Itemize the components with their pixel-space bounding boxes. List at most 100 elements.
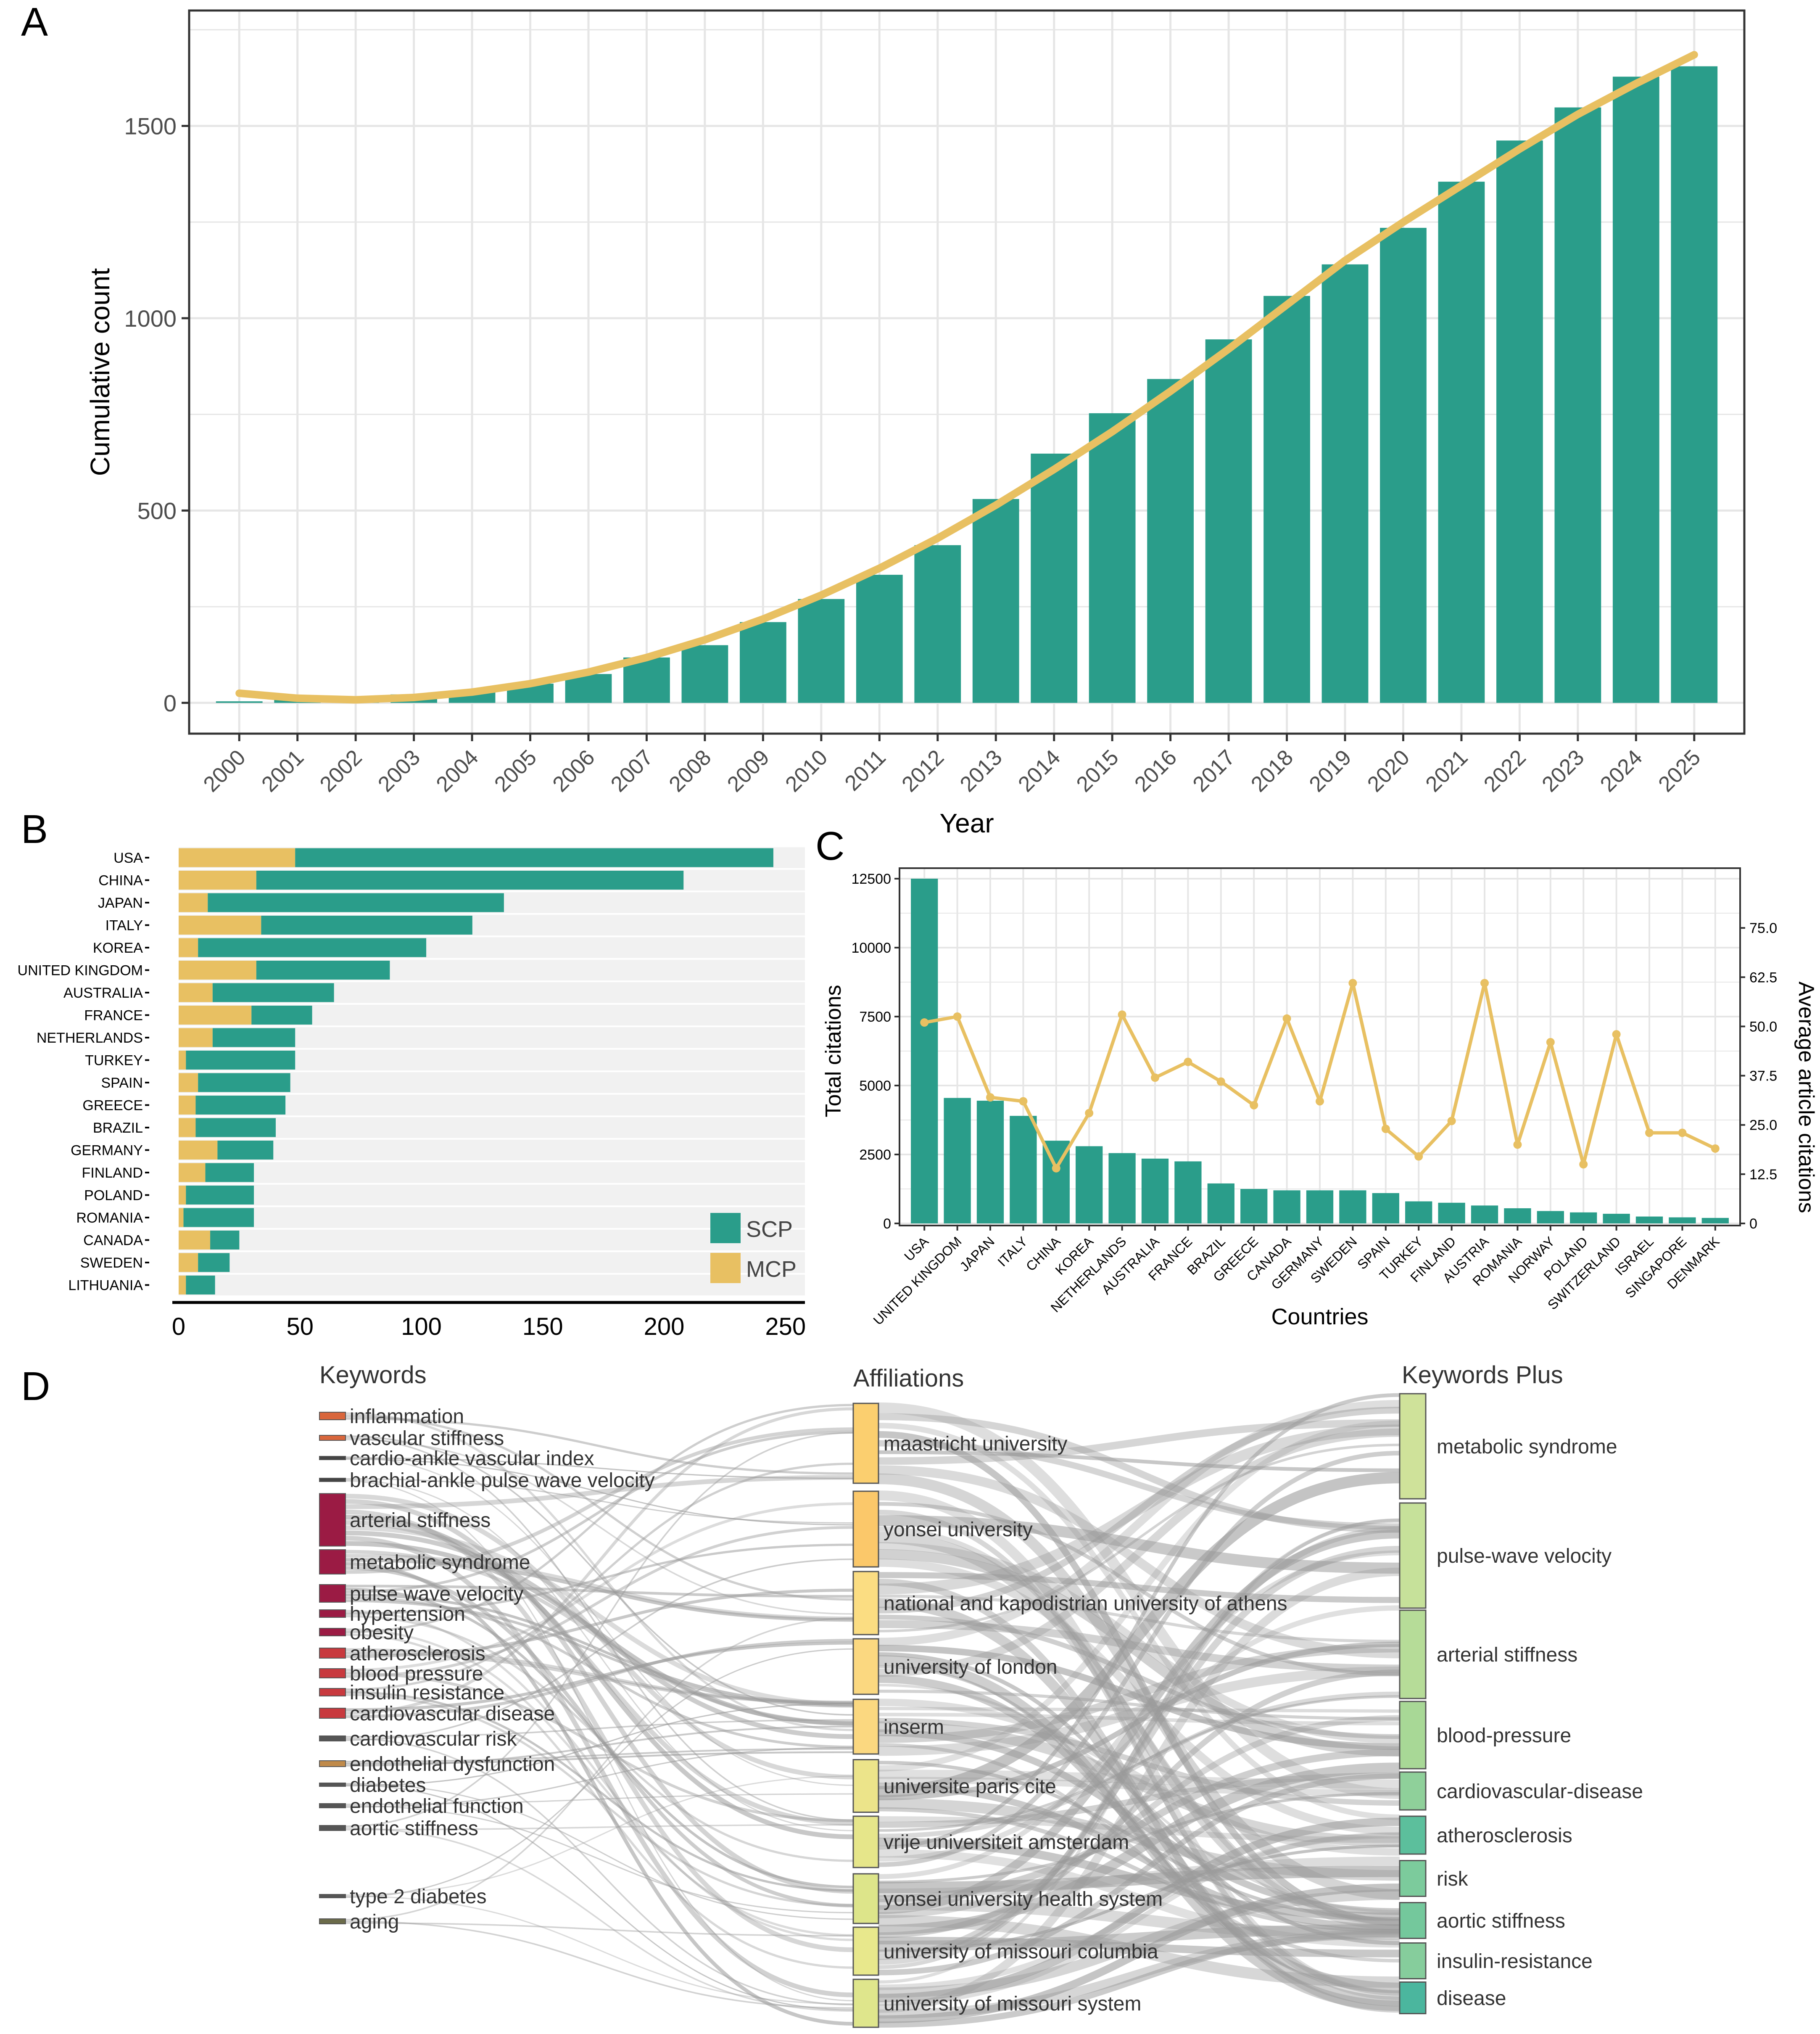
panel-b-bar-mcp-spain <box>179 1073 198 1092</box>
panel-d-label-keyword: cardio-ankle vascular index <box>350 1448 594 1470</box>
panel-b-bar-scp-france <box>251 1006 312 1025</box>
panel-c-y-tick-label: 2500 <box>859 1147 891 1163</box>
panel-d-node-keyword-plus-cardiovascular-disease <box>1399 1771 1427 1811</box>
panel-c-y2-axis-title: Average article citations <box>1794 981 1818 1213</box>
panel-d-node-keyword-pulse-wave-velocity <box>319 1584 346 1603</box>
panel-c-y-axis-title: Total citations <box>821 985 846 1117</box>
panel-b-x-tick-label: 0 <box>172 1313 185 1340</box>
panel-d-label-keyword: type 2 diabetes <box>350 1886 487 1908</box>
panel-d-flow-middle-to-right <box>878 1424 1400 1595</box>
panel-d-flow-middle-to-right <box>878 1729 1400 1915</box>
panel-b-bar-scp-greece <box>195 1096 286 1115</box>
panel-d-label-affiliation: universite paris cite <box>884 1775 1056 1798</box>
panel-b-bar-mcp-japan <box>179 893 208 912</box>
panel-b-bar-scp-romania <box>183 1208 254 1227</box>
panel-c-point-israel <box>1645 1128 1654 1137</box>
panel-b-country-label: FINLAND <box>82 1165 143 1181</box>
panel-d-label-keyword-plus: aortic stiffness <box>1437 1910 1565 1932</box>
panel-a-bar-2025 <box>1671 66 1718 703</box>
panel-d-flow-left-to-middle <box>345 1499 854 1894</box>
panel-c-bar-israel <box>1635 1216 1663 1223</box>
panel-c-point-italy <box>1019 1097 1028 1106</box>
panel-d-label-keyword: endothelial dysfunction <box>350 1753 555 1775</box>
panel-d-flow-left-to-middle <box>345 1562 854 2026</box>
panel-c-point-canada <box>1282 1014 1291 1023</box>
panel-d-label-keyword: inflammation <box>350 1405 464 1428</box>
panel-b-bar-mcp-sweden <box>179 1253 198 1272</box>
panel-d-node-keyword-type-2-diabetes <box>319 1894 346 1898</box>
panel-d-flow-middle-to-right <box>878 1526 1400 1965</box>
panel-d-flow-middle-to-right <box>878 1519 1400 1969</box>
panel-d-flow-left-to-middle <box>345 1480 854 2002</box>
panel-d-node-affiliation-national-and-kapodistrian-university-of-athens <box>852 1571 879 1635</box>
panel-d-flow-middle-to-right <box>878 1931 1400 2028</box>
panel-d-flow-left-to-middle <box>345 1407 854 1715</box>
panel-b-bar-scp-lithuania <box>186 1276 215 1294</box>
panel-b-x-tick-label: 50 <box>287 1313 314 1340</box>
panel-d-flow-middle-to-right <box>878 1792 1400 1883</box>
panel-b-legend-swatch-scp <box>710 1213 741 1243</box>
panel-a-y-tick-label: 1000 <box>124 305 177 332</box>
panel-a-y-tick-label: 500 <box>137 497 177 524</box>
panel-d-flow-middle-to-right <box>878 1440 1400 1530</box>
panel-c-point-singapore <box>1678 1128 1687 1137</box>
panel-a-bar-2014 <box>1031 453 1078 703</box>
panel-b-bar-mcp-france <box>179 1006 252 1025</box>
panel-b-x-tick-label: 250 <box>765 1313 806 1340</box>
panel-c-bar-greece <box>1240 1189 1268 1223</box>
panel-d-node-keyword-plus-aortic-stiffness <box>1399 1902 1427 1939</box>
panel-c-point-brazil <box>1216 1077 1225 1086</box>
panel-c-point-finland <box>1447 1117 1456 1125</box>
panel-d-flow-left-to-middle <box>345 1541 854 1726</box>
panel-a-bar-2012 <box>914 545 961 703</box>
panel-d-flow-middle-to-right <box>878 1690 1400 1720</box>
panel-b-bar-scp-sweden <box>198 1253 230 1272</box>
panel-d-label-affiliation: maastricht university <box>884 1433 1067 1455</box>
panel-b-row-band <box>179 1117 805 1138</box>
panel-c-point-australia <box>1151 1073 1159 1082</box>
panel-d-flow-middle-to-right <box>878 1883 1400 2023</box>
panel-c-point-norway <box>1546 1038 1555 1046</box>
panel-d-flow-middle-to-right <box>878 1669 1400 1938</box>
panel-c-y2-tick-label: 25.0 <box>1749 1117 1777 1133</box>
panel-b-bar-mcp-poland <box>179 1186 186 1205</box>
panel-d-flow-left-to-middle <box>345 1458 854 1526</box>
panel-a-bar-2018 <box>1263 296 1310 703</box>
panel-d-node-affiliation-universite-paris-cite <box>852 1759 879 1813</box>
panel-d-flow-middle-to-right <box>878 1450 1400 1867</box>
panel-d-flow-middle-to-right <box>878 1807 1400 1934</box>
panel-label-d: D <box>21 1364 50 1409</box>
panel-c-x-axis-title: Countries <box>1271 1304 1368 1329</box>
panel-c-y-tick-label: 10000 <box>851 940 891 956</box>
panel-d-flow-middle-to-right <box>878 1762 1400 1935</box>
panel-c-bar-korea <box>1076 1146 1103 1223</box>
panel-b-bar-mcp-canada <box>179 1231 211 1249</box>
panel-d-flow-middle-to-right <box>878 1844 1400 1953</box>
panel-a-plot-background <box>189 11 1744 734</box>
panel-d-node-keyword-atherosclerosis <box>319 1648 346 1659</box>
panel-b-bar-scp-germany <box>217 1141 274 1160</box>
panel-d-flow-left-to-middle <box>345 1543 854 1615</box>
panel-d-node-affiliation-vrije-universiteit-amsterdam <box>852 1815 879 1868</box>
panel-b-bar-scp-turkey <box>186 1051 295 1070</box>
panel-c-bar-brazil <box>1207 1183 1234 1223</box>
panel-c-point-france <box>1184 1057 1192 1066</box>
panel-d-flow-middle-to-right <box>878 1402 1400 1799</box>
panel-label-a: A <box>21 0 48 45</box>
panel-a-bar-2008 <box>681 645 728 703</box>
panel-c-bars <box>911 879 1729 1223</box>
panel-d-flow-middle-to-right <box>878 1605 1400 1862</box>
panel-a-bar-2017 <box>1205 339 1252 703</box>
panel-d-flow-left-to-middle <box>345 1784 854 2010</box>
panel-d-flow-middle-to-right <box>878 1529 1400 1914</box>
panel-c-bar-canada <box>1273 1190 1300 1223</box>
panel-d-node-keyword-hypertension <box>319 1609 346 1618</box>
panel-a-bar-2023 <box>1554 107 1601 703</box>
panel-d-flow-left-to-middle <box>345 1719 854 1738</box>
panel-d-label-keyword: diabetes <box>350 1774 426 1796</box>
panel-b-country-label: BRAZIL <box>93 1120 143 1136</box>
panel-c-bar-germany <box>1306 1190 1334 1223</box>
panel-d-label-keyword-plus: arterial stiffness <box>1437 1644 1577 1666</box>
panel-d-flow-middle-to-right <box>878 1515 1400 1574</box>
panel-a-bar-2020 <box>1380 227 1427 703</box>
